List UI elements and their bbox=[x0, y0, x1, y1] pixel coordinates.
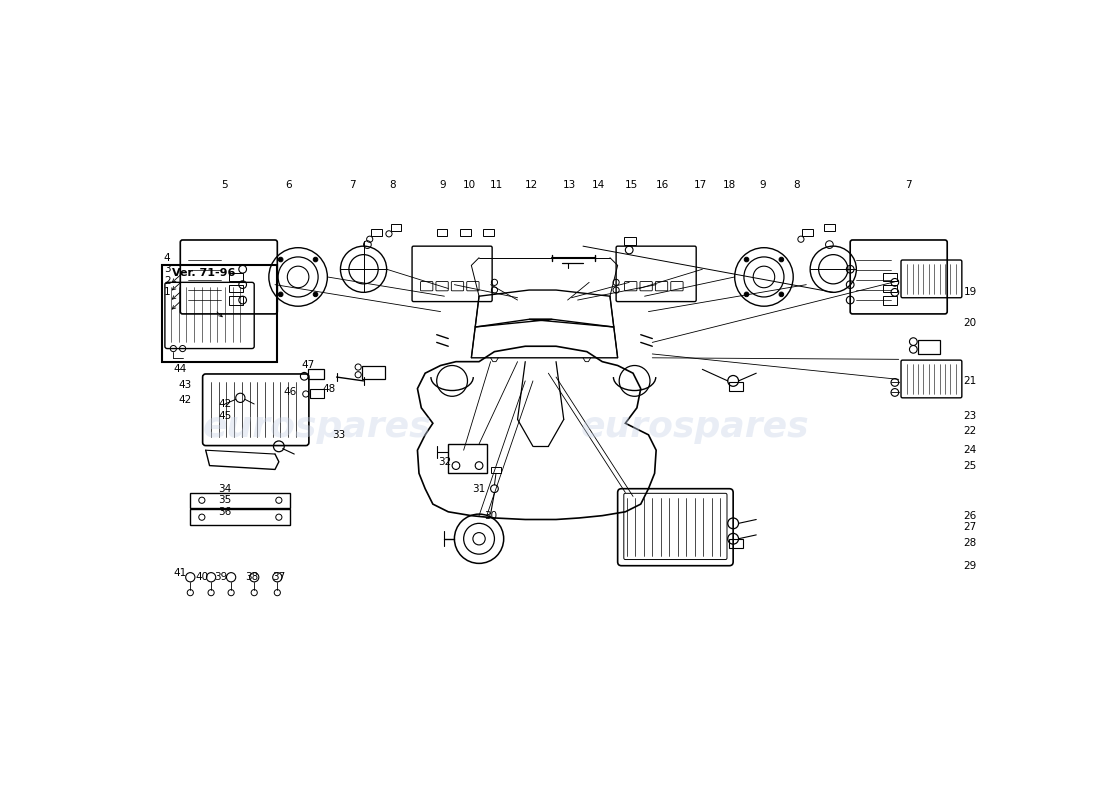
Text: 30: 30 bbox=[484, 510, 497, 521]
Bar bbox=[460, 230, 471, 236]
Bar bbox=[229, 273, 243, 281]
Bar bbox=[390, 224, 402, 230]
Bar bbox=[437, 230, 448, 236]
Text: 4: 4 bbox=[164, 253, 170, 262]
Text: 10: 10 bbox=[463, 179, 476, 190]
Text: 40: 40 bbox=[196, 572, 208, 582]
Text: 31: 31 bbox=[472, 484, 486, 494]
Text: 35: 35 bbox=[218, 495, 232, 506]
Text: 23: 23 bbox=[964, 410, 977, 421]
Text: 38: 38 bbox=[245, 572, 258, 582]
Text: 9: 9 bbox=[440, 179, 447, 190]
Bar bbox=[362, 366, 385, 379]
Bar bbox=[483, 230, 494, 236]
Text: 1: 1 bbox=[164, 287, 170, 298]
Text: 13: 13 bbox=[563, 179, 576, 190]
Text: 42: 42 bbox=[218, 399, 232, 409]
Text: 9: 9 bbox=[759, 179, 766, 190]
Text: 47: 47 bbox=[301, 361, 315, 370]
Bar bbox=[190, 493, 290, 508]
Bar bbox=[310, 389, 323, 398]
Text: 8: 8 bbox=[794, 179, 801, 190]
Text: 39: 39 bbox=[214, 572, 228, 582]
Text: 29: 29 bbox=[964, 561, 977, 570]
Text: 34: 34 bbox=[218, 484, 232, 494]
Text: 7: 7 bbox=[349, 179, 355, 190]
Circle shape bbox=[278, 292, 283, 297]
Circle shape bbox=[779, 258, 783, 262]
Bar bbox=[883, 285, 898, 292]
Bar bbox=[308, 369, 323, 379]
Text: 44: 44 bbox=[174, 364, 187, 374]
Bar bbox=[824, 224, 835, 230]
Text: eurospares: eurospares bbox=[204, 410, 431, 444]
Circle shape bbox=[745, 292, 749, 297]
Bar bbox=[883, 273, 898, 281]
Text: 45: 45 bbox=[218, 410, 232, 421]
Text: 12: 12 bbox=[525, 179, 538, 190]
Text: 43: 43 bbox=[178, 380, 191, 390]
Circle shape bbox=[314, 258, 318, 262]
Text: 16: 16 bbox=[656, 179, 669, 190]
Text: 26: 26 bbox=[964, 510, 977, 521]
Text: 3: 3 bbox=[164, 264, 170, 274]
Circle shape bbox=[278, 258, 283, 262]
Text: Ver. 71-96: Ver. 71-96 bbox=[173, 268, 235, 278]
Text: 48: 48 bbox=[322, 383, 335, 394]
Text: 19: 19 bbox=[964, 287, 977, 298]
Text: 33: 33 bbox=[332, 430, 345, 440]
Circle shape bbox=[779, 292, 783, 297]
Bar bbox=[729, 538, 744, 548]
Text: 42: 42 bbox=[178, 395, 191, 405]
Text: 36: 36 bbox=[218, 507, 232, 517]
Bar bbox=[162, 266, 277, 362]
Text: 32: 32 bbox=[438, 457, 451, 466]
Circle shape bbox=[314, 292, 318, 297]
Text: 22: 22 bbox=[964, 426, 977, 436]
Bar bbox=[492, 467, 500, 474]
Text: 37: 37 bbox=[272, 572, 286, 582]
Text: 18: 18 bbox=[723, 179, 736, 190]
Bar bbox=[917, 340, 939, 354]
Bar bbox=[729, 382, 744, 391]
Text: 21: 21 bbox=[964, 376, 977, 386]
Bar bbox=[229, 285, 243, 292]
Text: 7: 7 bbox=[905, 179, 912, 190]
Circle shape bbox=[745, 258, 749, 262]
Text: 28: 28 bbox=[964, 538, 977, 547]
Text: 46: 46 bbox=[284, 387, 297, 398]
Bar bbox=[624, 237, 636, 245]
Text: 8: 8 bbox=[389, 179, 396, 190]
Text: 14: 14 bbox=[592, 179, 605, 190]
Bar bbox=[803, 230, 813, 236]
Text: 41: 41 bbox=[174, 568, 187, 578]
Text: 5: 5 bbox=[221, 179, 229, 190]
Text: 6: 6 bbox=[286, 179, 293, 190]
Text: 25: 25 bbox=[964, 461, 977, 470]
Text: 24: 24 bbox=[964, 445, 977, 455]
Text: 11: 11 bbox=[491, 179, 504, 190]
Text: 17: 17 bbox=[694, 179, 707, 190]
Bar bbox=[190, 510, 290, 525]
Bar bbox=[229, 296, 243, 306]
Text: 2: 2 bbox=[164, 276, 170, 286]
Text: eurospares: eurospares bbox=[581, 410, 808, 444]
Bar bbox=[372, 230, 382, 236]
Text: 15: 15 bbox=[625, 179, 638, 190]
Bar bbox=[449, 444, 486, 474]
Text: 27: 27 bbox=[964, 522, 977, 532]
Text: 20: 20 bbox=[964, 318, 977, 328]
Bar bbox=[883, 296, 898, 306]
